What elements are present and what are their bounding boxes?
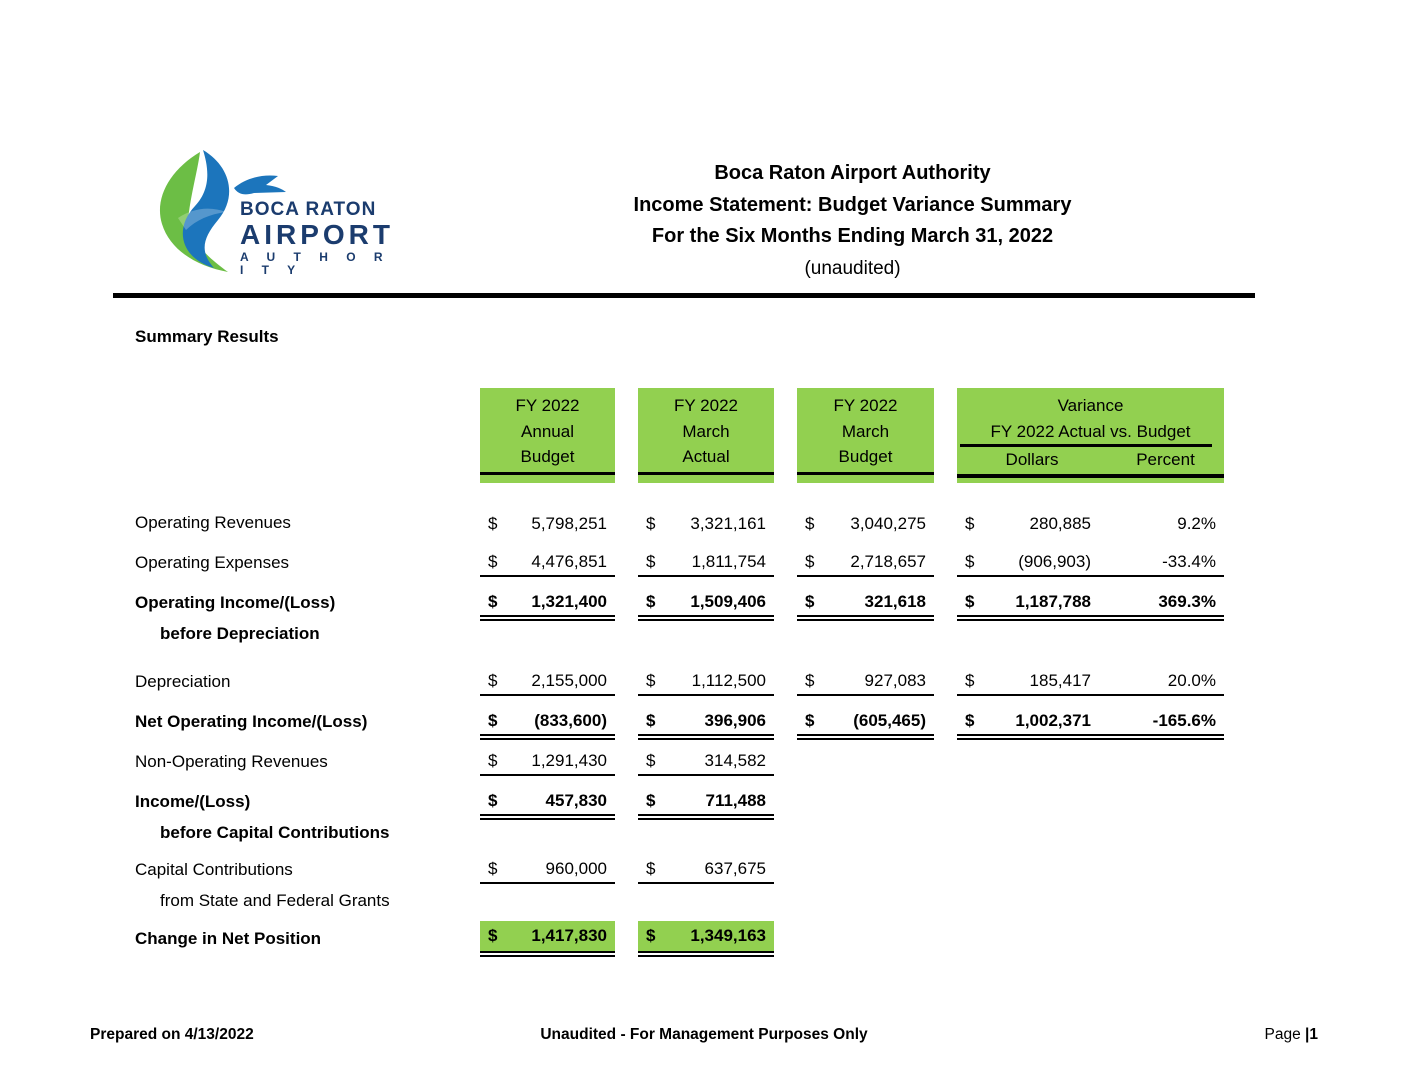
march-actual-value: $637,675 (638, 855, 774, 884)
variance-value: $1,002,371 -165.6% (957, 707, 1224, 740)
march-budget-value: $ (605,465) (797, 707, 934, 740)
march-budget-value: $2,718,657 (797, 548, 934, 577)
logo-swoosh-graphic (159, 150, 230, 272)
budget-variance-table: FY 2022 Annual Budget FY 2022 March Actu… (135, 388, 1227, 964)
airport-authority-logo: BOCA RATON AIRPORT A U T H O R I T Y (148, 148, 398, 278)
march-actual-value: $711,488 (638, 787, 774, 820)
header-underline (957, 474, 1224, 478)
annual-budget-value: $1,417,830 (480, 920, 615, 957)
report-title-period: For the Six Months Ending March 31, 2022 (651, 225, 1054, 247)
row-label: Non-Operating Revenues (135, 751, 328, 771)
row-sublabel: from State and Federal Grants (160, 890, 390, 910)
variance-subheader-rule (960, 444, 1212, 447)
column-header-variance: Variance FY 2022 Actual vs. Budget Dolla… (957, 388, 1224, 483)
column-header-march-actual: FY 2022 March Actual (638, 388, 774, 483)
annual-budget-value: $1,321,400 (480, 588, 615, 621)
annual-budget-value: $960,000 (480, 855, 615, 884)
logo-wordmark: BOCA RATON AIRPORT A U T H O R I T Y (240, 200, 398, 277)
table-row: Change in Net Position $1,417,830 $1,349… (135, 920, 1227, 957)
report-title-block: Boca Raton Airport Authority Income Stat… (520, 158, 1185, 284)
table-row: Operating Income/(Loss) $1,321,400 $1,50… (135, 588, 1227, 645)
row-label: Change in Net Position (135, 928, 322, 948)
annual-budget-value: $4,476,851 (480, 548, 615, 577)
march-actual-value: $1,112,500 (638, 667, 774, 696)
section-heading: Summary Results (135, 327, 279, 346)
variance-value: $280,885 9.2% (965, 513, 1216, 533)
table-row: Net Operating Income/(Loss) $ (833,600) $… (135, 707, 1227, 740)
table-row: Non-Operating Revenues $1,291,430 $314,5… (135, 747, 1227, 776)
table-row: Operating Revenues $5,798,251 $3,321,161… (135, 509, 1227, 537)
march-actual-value: $1,349,163 (638, 920, 774, 957)
column-header-march-budget: FY 2022 March Budget (797, 388, 934, 483)
march-budget-value: $321,618 (797, 588, 934, 621)
variance-value: $ (906,903) -33.4% (957, 548, 1224, 577)
footer-unaudited-note: Unaudited - For Management Purposes Only (540, 1026, 868, 1043)
row-sublabel: before Depreciation (160, 623, 320, 643)
table-row: Capital Contributions $960,000 $637,675 … (135, 855, 1227, 912)
table-row: Income/(Loss) $457,830 $711,488 before C… (135, 787, 1227, 844)
variance-subcolumns: Dollars Percent (957, 447, 1224, 473)
variance-value: $1,187,788 369.3% (957, 588, 1224, 621)
row-label: Capital Contributions (135, 859, 293, 879)
annual-budget-value: $5,798,251 (488, 513, 607, 533)
row-label: Operating Expenses (135, 552, 290, 572)
header-divider-rule (113, 293, 1255, 298)
table-row: Depreciation $2,155,000 $1,112,500 $927,… (135, 667, 1227, 696)
table-row: Operating Expenses $4,476,851 $1,811,754… (135, 548, 1227, 577)
annual-budget-value: $457,830 (480, 787, 615, 820)
row-label: Income/(Loss) (135, 791, 251, 811)
column-header-annual-budget: FY 2022 Annual Budget (480, 388, 615, 483)
march-actual-value: $1,811,754 (638, 548, 774, 577)
header-underline (638, 471, 774, 475)
row-label: Depreciation (135, 671, 231, 691)
march-actual-value: $1,509,406 (638, 588, 774, 621)
variance-value: $185,417 20.0% (957, 667, 1224, 696)
march-budget-value: $927,083 (797, 667, 934, 696)
annual-budget-value: $1,291,430 (480, 747, 615, 776)
annual-budget-value: $ (833,600) (480, 707, 615, 740)
logo-line-authority: A U T H O R I T Y (240, 250, 391, 277)
march-budget-value: $3,040,275 (805, 513, 926, 533)
march-actual-value: $3,321,161 (646, 513, 766, 533)
logo-line-airport: AIRPORT (240, 218, 394, 250)
header-underline (480, 471, 615, 475)
header-underline (797, 471, 934, 475)
variance-dollars-header: Dollars (1005, 449, 1059, 469)
row-label: Operating Revenues (135, 512, 291, 532)
march-actual-value: $396,906 (638, 707, 774, 740)
variance-percent-header: Percent (1136, 449, 1195, 469)
row-sublabel: before Capital Contributions (160, 822, 390, 842)
row-label: Operating Income/(Loss) (135, 592, 336, 612)
logo-plane-icon (234, 175, 286, 195)
logo-line-boca-raton: BOCA RATON (240, 199, 377, 220)
table-header-row: FY 2022 Annual Budget FY 2022 March Actu… (135, 388, 1227, 483)
footer-prepared-date: Prepared on 4/13/2022 (90, 1026, 254, 1043)
annual-budget-value: $2,155,000 (480, 667, 615, 696)
march-actual-value: $314,582 (638, 747, 774, 776)
report-title-unaudited: (unaudited) (804, 257, 901, 279)
table-body: Operating Revenues $5,798,251 $3,321,161… (135, 509, 1227, 957)
footer-page-number: Page |1 (1264, 1026, 1318, 1043)
report-title-org: Boca Raton Airport Authority (714, 162, 991, 184)
report-title-statement: Income Statement: Budget Variance Summar… (633, 193, 1072, 216)
row-label: Net Operating Income/(Loss) (135, 711, 368, 731)
